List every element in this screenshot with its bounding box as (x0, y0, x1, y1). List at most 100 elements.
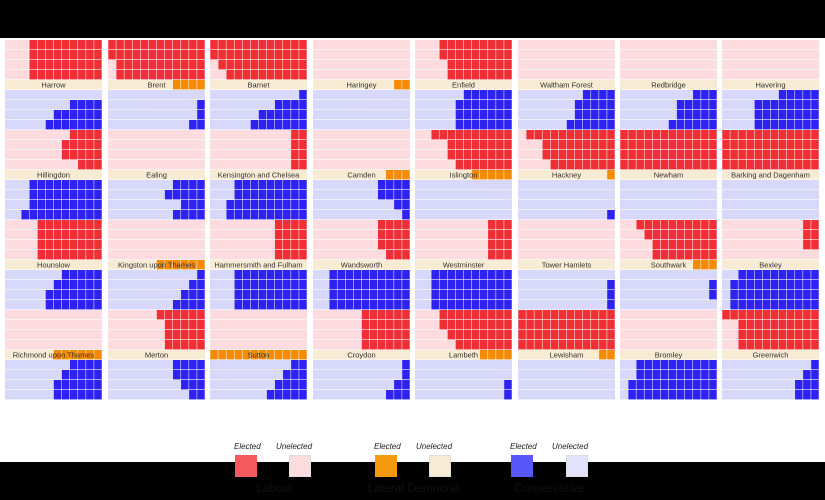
labour-elected-seat (574, 340, 583, 350)
conservative-elected-seat (660, 380, 669, 390)
labour-elected-seat (447, 40, 456, 50)
borough-label: Lambeth (449, 351, 478, 360)
conservative-elected-seat (361, 300, 370, 310)
conservative-elected-seat (471, 90, 480, 100)
labour-elected-seat (439, 50, 448, 60)
libdem-elected-seat (258, 350, 267, 360)
conservative-elected-seat (795, 300, 803, 310)
labour-unelected-row (108, 40, 205, 50)
labour-unelected-row (620, 140, 717, 150)
labour-elected-seat (607, 130, 615, 140)
conservative-elected-seat (299, 180, 307, 190)
labour-elected-seat (668, 140, 677, 150)
conservative-elected-seat (402, 370, 410, 380)
labour-elected-seat (471, 40, 480, 50)
labour-elected-seat (542, 150, 551, 160)
labour-elected-seat (386, 340, 394, 350)
labour-elected-seat (45, 230, 54, 240)
labour-elected-seat (242, 50, 251, 60)
conservative-elected-seat (53, 120, 62, 130)
conservative-elected-seat (738, 280, 746, 290)
labour-elected-seat (778, 320, 787, 330)
conservative-unelected-row (518, 120, 615, 130)
conservative-unelected-row (415, 290, 512, 300)
labour-elected-seat (488, 40, 496, 50)
labour-elected-seat (504, 240, 512, 250)
labour-elected-seat (226, 70, 234, 80)
conservative-unelected-row (415, 370, 512, 380)
labour-elected-seat (693, 160, 701, 170)
conservative-elected-seat (471, 110, 480, 120)
conservative-elected-seat (394, 190, 402, 200)
conservative-unelected-row (620, 190, 717, 200)
borough-label: Westminster (443, 261, 485, 270)
libdem-elected-seat (299, 350, 307, 360)
conservative-unelected-row (415, 300, 512, 310)
conservative-elected-seat (291, 270, 299, 280)
conservative-elected-seat (496, 270, 504, 280)
labour-elected-seat (488, 310, 496, 320)
labour-elected-seat (69, 50, 78, 60)
labour-elected-seat (156, 50, 165, 60)
labour-unelected-row (313, 250, 410, 260)
conservative-elected-seat (636, 370, 644, 380)
labour-unelected-row (722, 230, 819, 240)
conservative-elected-seat (361, 270, 370, 280)
conservative-elected-seat (189, 190, 197, 200)
conservative-elected-seat (94, 280, 102, 290)
conservative-elected-seat (811, 290, 819, 300)
conservative-elected-seat (283, 270, 291, 280)
labour-elected-seat (61, 140, 70, 150)
conservative-elected-seat (250, 270, 259, 280)
libdem-elected-seat (488, 350, 496, 360)
labour-elected-seat (504, 160, 512, 170)
conservative-elected-seat (189, 370, 197, 380)
conservative-elected-seat (234, 210, 243, 220)
borough-label: Ealing (146, 171, 167, 180)
labour-elected-seat (299, 40, 307, 50)
labour-unelected-row (722, 320, 819, 330)
conservative-elected-seat (676, 380, 685, 390)
labour-unelected-row (313, 60, 410, 70)
labour-elected-seat (668, 240, 677, 250)
conservative-unelected-row (518, 90, 615, 100)
labour-unelected-row (5, 250, 102, 260)
conservative-unelected-row (210, 120, 307, 130)
labour-elected-seat (189, 330, 197, 340)
conservative-elected-seat (479, 300, 488, 310)
conservative-elected-seat (189, 390, 197, 400)
conservative-elected-seat (94, 300, 102, 310)
conservative-elected-seat (78, 180, 86, 190)
conservative-elected-seat (353, 280, 362, 290)
conservative-elected-seat (250, 190, 259, 200)
conservative-elected-seat (439, 270, 448, 280)
conservative-elected-seat (709, 110, 717, 120)
conservative-unelected-row (5, 200, 102, 210)
conservative-elected-seat (45, 120, 54, 130)
conservative-unelected-row (108, 300, 205, 310)
labour-elected-seat (504, 50, 512, 60)
labour-elected-seat (566, 160, 575, 170)
legend-party-conservative: Conservative (514, 481, 585, 495)
conservative-elected-seat (803, 110, 811, 120)
labour-elected-seat (94, 240, 102, 250)
labour-elected-seat (582, 150, 591, 160)
labour-elected-seat (599, 320, 607, 330)
labour-elected-seat (526, 310, 534, 320)
conservative-elected-seat (283, 290, 291, 300)
labour-elected-seat (447, 320, 456, 330)
labour-elected-seat (488, 70, 496, 80)
labour-elected-seat (439, 320, 448, 330)
labour-elected-seat (738, 310, 746, 320)
labour-elected-seat (652, 140, 661, 150)
conservative-elected-seat (258, 290, 267, 300)
conservative-elected-seat (394, 380, 402, 390)
conservative-elected-seat (86, 270, 94, 280)
conservative-unelected-row (415, 120, 512, 130)
labour-unelected-row (210, 130, 307, 140)
labour-elected-seat (108, 40, 116, 50)
conservative-unelected-row (415, 110, 512, 120)
labour-elected-seat (803, 220, 811, 230)
labour-elected-seat (189, 310, 197, 320)
conservative-unelected-row (620, 270, 717, 280)
